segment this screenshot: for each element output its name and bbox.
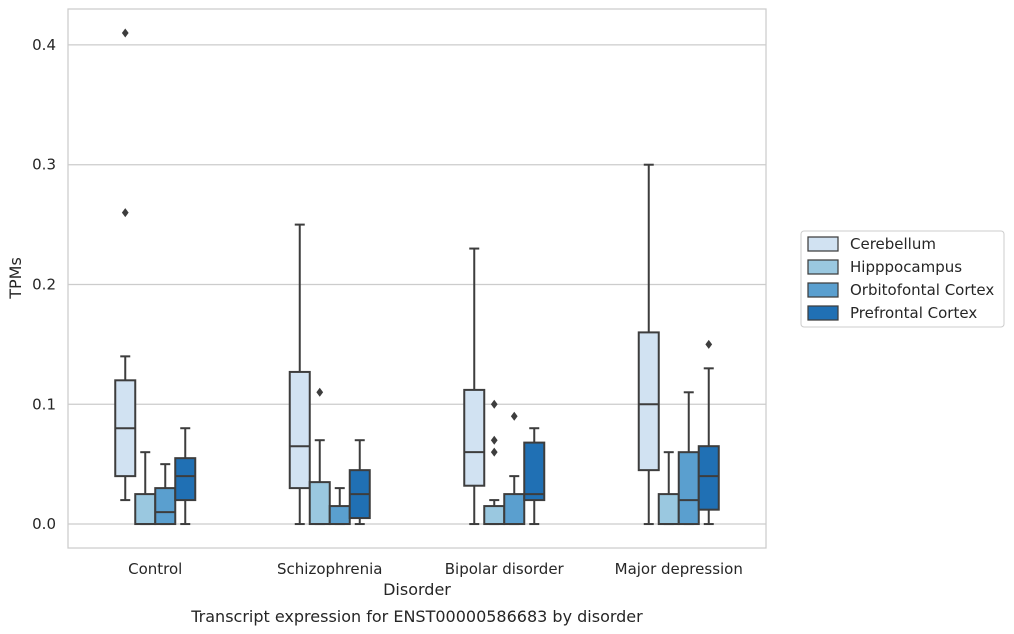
legend-swatch <box>807 259 839 275</box>
outlier-point <box>316 387 324 397</box>
x-tick-label: Control <box>128 560 182 578</box>
chart-caption: Transcript expression for ENST0000058668… <box>190 607 643 626</box>
box-hipppocampus <box>134 493 157 526</box>
outlier-point <box>121 28 129 38</box>
legend-entry: Cerebellum <box>850 235 936 253</box>
outlier-point <box>510 411 518 421</box>
legend-entry: Orbitofontal Cortex <box>850 281 994 299</box>
box-prefrontal-cortex <box>523 441 546 502</box>
y-tick-label: 0.3 <box>32 156 56 174</box>
outlier-point <box>490 399 498 409</box>
box-hipppocampus <box>657 493 680 526</box>
grid-lines <box>68 44 766 525</box>
y-axis-ticks: 0.0 0.1 0.2 0.3 0.4 <box>32 36 56 533</box>
outlier-point <box>705 339 713 349</box>
legend-frame <box>800 230 1005 328</box>
x-axis-ticks: Control Schizophrenia Bipolar disorder Majo… <box>128 560 743 578</box>
y-axis-label: TPMs <box>6 257 25 300</box>
legend-swatch <box>807 236 839 252</box>
outlier-point <box>490 435 498 445</box>
box-hipppocampus <box>308 481 331 526</box>
box-cerebellum <box>637 331 660 472</box>
plot-frame <box>67 8 767 549</box>
box-cerebellum <box>463 388 486 487</box>
outlier-point <box>490 447 498 457</box>
legend-entry: Prefrontal Cortex <box>850 304 977 322</box>
box-group-major-depression <box>637 163 720 526</box>
box-group-bipolar-disorder <box>463 247 546 526</box>
legend-swatch <box>807 305 839 321</box>
legend: Cerebellum Hipppocampus Orbitofontal Corte… <box>800 230 1005 328</box>
box-group-control <box>114 28 197 526</box>
legend-entry: Hipppocampus <box>850 258 962 276</box>
box-groups <box>114 28 720 526</box>
y-tick-label: 0.2 <box>32 275 56 293</box>
box-orbitofontal-cortex <box>328 505 351 526</box>
x-tick-label: Schizophrenia <box>277 560 382 578</box>
box-orbitofontal-cortex <box>154 487 177 526</box>
legend-swatch <box>807 282 839 298</box>
box-orbitofontal-cortex <box>503 493 526 526</box>
box-prefrontal-cortex <box>174 457 197 502</box>
outlier-point <box>121 208 129 218</box>
x-axis-label: Disorder <box>383 580 451 599</box>
x-tick-label: Major depression <box>615 560 743 578</box>
box-group-schizophrenia <box>288 223 371 526</box>
box-prefrontal-cortex <box>697 445 720 511</box>
y-tick-label: 0.1 <box>32 395 56 413</box>
box-orbitofontal-cortex <box>677 451 700 526</box>
x-tick-label: Bipolar disorder <box>445 560 565 578</box>
box-hipppocampus <box>483 505 506 526</box>
y-tick-label: 0.0 <box>32 515 56 533</box>
y-tick-label: 0.4 <box>32 36 56 54</box>
box-cerebellum <box>288 370 311 490</box>
